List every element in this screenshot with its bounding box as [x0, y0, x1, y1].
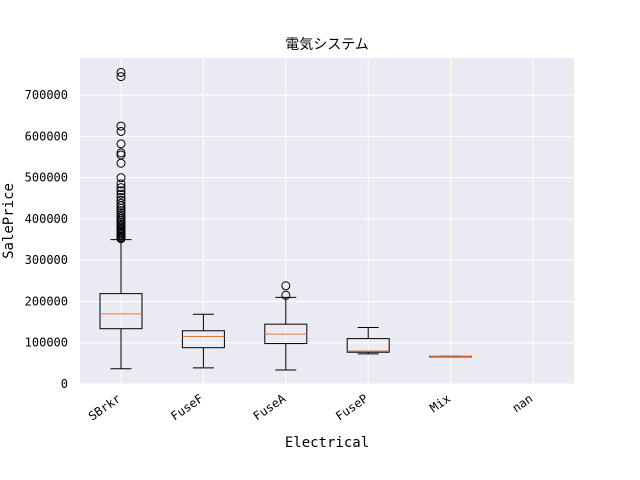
outlier-point [116, 72, 126, 82]
outlier-point [116, 150, 126, 160]
outlier-point [116, 212, 126, 222]
outlier-point [116, 208, 126, 218]
y-tick-label: 200000 [25, 294, 68, 308]
outlier-point [281, 281, 291, 291]
x-tick-label: SBrkr [86, 391, 124, 423]
y-tick-label: 700000 [25, 88, 68, 102]
outlier-point [116, 189, 126, 199]
x-tick-label: Mix [427, 391, 453, 415]
grid-lines [80, 58, 574, 385]
outlier-point [116, 121, 126, 131]
outlier-point [116, 173, 126, 183]
y-tick-label: 500000 [25, 171, 68, 185]
outlier-point [116, 183, 126, 193]
outlier-point [116, 179, 126, 189]
y-tick-label: 100000 [25, 336, 68, 350]
x-tick-label: FuseA [251, 391, 289, 424]
outlier-point [116, 67, 126, 77]
outlier-point [116, 192, 126, 202]
outlier-point [116, 126, 126, 136]
boxes [99, 67, 473, 371]
outlier-point [116, 139, 126, 149]
x-tick-labels: SBrkr FuseF FuseA FuseP Mix nan [86, 391, 536, 424]
outlier-point [116, 206, 126, 216]
x-tick-label: FuseP [333, 391, 371, 423]
box-SBrkr [99, 293, 143, 330]
y-tick-label: 300000 [25, 253, 68, 267]
y-tick-label: 600000 [25, 129, 68, 143]
outlier-point [116, 186, 126, 196]
y-tick-label: 400000 [25, 212, 68, 226]
y-tick-labels: 0 100000 200000 300000 400000 500000 600000 700… [25, 88, 68, 391]
outlier-point [116, 195, 126, 205]
plot-area [80, 58, 574, 384]
chart-title: 電気システム [285, 37, 369, 53]
box-FuseF [181, 330, 225, 349]
outlier-point [281, 290, 291, 300]
x-tick-label: nan [510, 391, 536, 415]
box-FuseP [346, 338, 390, 353]
outlier-point [116, 210, 126, 220]
outlier-point [116, 148, 126, 158]
x-axis-label: Electrical [285, 435, 369, 451]
y-axis-label: SalePrice [1, 183, 17, 259]
outlier-point [116, 198, 126, 208]
x-tick-label: FuseF [168, 391, 206, 423]
y-tick-label: 0 [61, 377, 68, 391]
